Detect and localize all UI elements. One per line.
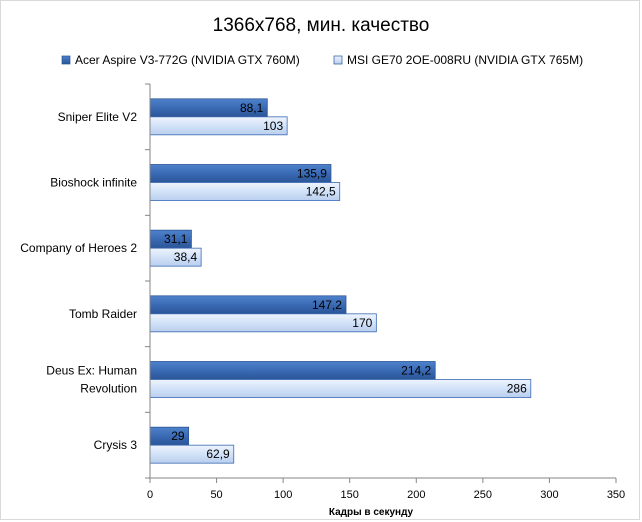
data-label-s2-c3: 38,4	[174, 250, 198, 264]
data-label-s1-c4: 147,2	[312, 298, 342, 312]
data-label-s2-c4: 170	[352, 316, 372, 330]
category-label-3: Company of Heroes 2	[20, 241, 137, 255]
x-tick-label-7: 300	[540, 489, 558, 501]
data-label-s2-c2: 142,5	[306, 185, 336, 199]
category-label-4: Tomb Raider	[69, 307, 137, 321]
category-label-5-line-1: Deus Ex: Human	[46, 364, 137, 378]
category-label-5-line-2: Revolution	[80, 382, 137, 396]
category-label-1: Sniper Elite V2	[58, 110, 138, 124]
data-label-s1-c5: 214,2	[401, 364, 431, 378]
data-label-s2-c6: 62,9	[206, 447, 230, 461]
x-axis-title: Кадры в секунду	[329, 507, 414, 518]
chart-title: 1366x768, мин. качество	[213, 15, 430, 36]
x-tick-label-4: 150	[341, 489, 359, 501]
legend: Acer Aspire V3-772G (NVIDIA GTX 760M) MSI…	[61, 53, 583, 67]
data-label-s1-c3: 31,1	[164, 232, 188, 246]
legend-swatch-1	[61, 55, 71, 65]
legend-label-2: MSI GE70 2OE-008RU (NVIDIA GTX 765M)	[347, 53, 583, 67]
x-axis: 0 50 100 150 200 250 300 350	[147, 84, 625, 501]
data-label-s2-c5: 286	[507, 382, 527, 396]
x-tick-label-2: 50	[210, 489, 222, 501]
data-label-s1-c1: 88,1	[240, 101, 264, 115]
x-tick-label-1: 0	[147, 489, 153, 501]
bar-s1-c5	[149, 361, 436, 380]
legend-label-1: Acer Aspire V3-772G (NVIDIA GTX 760M)	[75, 53, 300, 67]
data-label-s1-c2: 135,9	[297, 167, 327, 181]
data-label-s1-c6: 29	[171, 429, 185, 443]
bar-s2-c4	[149, 313, 377, 333]
category-label-6: Crysis 3	[94, 438, 138, 452]
legend-swatch-2	[333, 55, 343, 65]
data-label-s2-c1: 103	[263, 119, 283, 133]
plot-area: 88,1 103 Sniper Elite V2 135,9 142,5 Bioshock…	[20, 83, 532, 479]
bar-s2-c5	[149, 379, 532, 398]
x-tick-label-3: 100	[274, 489, 292, 501]
x-tick-label-8: 350	[607, 489, 625, 501]
category-label-2: Bioshock infinite	[50, 176, 137, 190]
x-tick-label-5: 200	[407, 489, 425, 501]
x-tick-label-6: 250	[474, 489, 492, 501]
